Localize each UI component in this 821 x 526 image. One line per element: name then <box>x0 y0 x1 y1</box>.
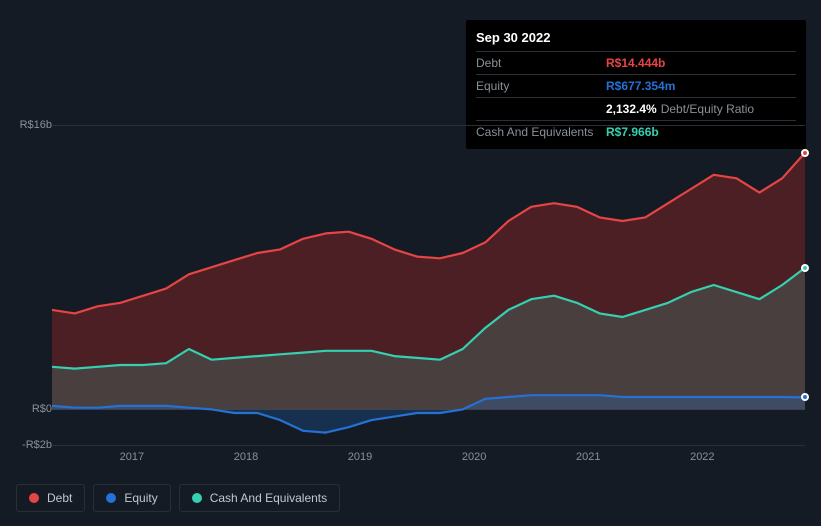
legend-dot-icon <box>192 493 202 503</box>
tooltip-row-label: Equity <box>476 79 606 93</box>
x-axis-label: 2017 <box>120 451 144 463</box>
tooltip-row-value: 2,132.4%Debt/Equity Ratio <box>606 102 754 116</box>
x-axis-label: 2021 <box>576 451 600 463</box>
x-axis-label: 2022 <box>690 451 714 463</box>
legend: Debt Equity Cash And Equivalents <box>16 484 340 512</box>
y-axis-label: -R$2b <box>12 439 52 451</box>
plot-surface[interactable]: R$16bR$0-R$2b201720182019202020212022 <box>52 125 805 445</box>
x-axis-label: 2020 <box>462 451 486 463</box>
x-axis-label: 2019 <box>348 451 372 463</box>
chart-area: R$16bR$0-R$2b201720182019202020212022 <box>16 125 805 465</box>
tooltip-row-value: R$677.354m <box>606 79 675 93</box>
tooltip-row-value: R$14.444b <box>606 56 665 70</box>
tooltip-row: EquityR$677.354m <box>476 74 796 97</box>
legend-label: Equity <box>124 491 157 505</box>
y-axis-label: R$0 <box>12 403 52 415</box>
legend-item[interactable]: Debt <box>16 484 85 512</box>
series-end-marker <box>801 393 809 401</box>
gridline <box>52 445 805 446</box>
y-axis-label: R$16b <box>12 119 52 131</box>
tooltip-row-label <box>476 102 606 116</box>
tooltip-row-suffix: Debt/Equity Ratio <box>661 102 754 116</box>
legend-dot-icon <box>29 493 39 503</box>
tooltip-row: 2,132.4%Debt/Equity Ratio <box>476 97 796 120</box>
tooltip-row-label: Debt <box>476 56 606 70</box>
chart-svg <box>52 125 805 445</box>
series-end-marker <box>801 149 809 157</box>
series-end-marker <box>801 264 809 272</box>
tooltip-date: Sep 30 2022 <box>476 26 796 51</box>
legend-item[interactable]: Cash And Equivalents <box>179 484 340 512</box>
legend-label: Debt <box>47 491 72 505</box>
chart-container: Sep 30 2022 DebtR$14.444bEquityR$677.354… <box>0 0 821 526</box>
x-axis-label: 2018 <box>234 451 258 463</box>
tooltip-row: DebtR$14.444b <box>476 51 796 74</box>
legend-item[interactable]: Equity <box>93 484 170 512</box>
legend-label: Cash And Equivalents <box>210 491 327 505</box>
legend-dot-icon <box>106 493 116 503</box>
